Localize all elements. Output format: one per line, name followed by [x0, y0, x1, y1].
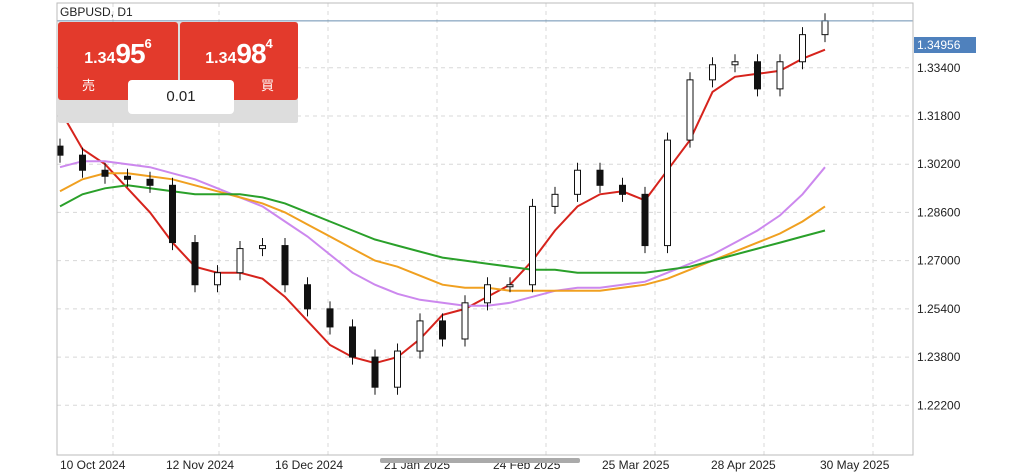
candle-body	[799, 34, 806, 63]
candle-body	[349, 326, 356, 358]
candle-body	[326, 308, 334, 328]
horizontal-scrollbar[interactable]	[380, 458, 580, 463]
x-tick-label: 28 Apr 2025	[711, 458, 776, 472]
candle-body	[754, 61, 761, 90]
candle-body	[484, 284, 491, 304]
moving-average-line	[59, 160, 826, 307]
y-tick-label: 1.28600	[917, 205, 961, 219]
buy-price-big: 98	[236, 38, 266, 69]
chart-frame	[56, 2, 914, 456]
buy-price: 1.34984	[180, 36, 298, 70]
candle-body	[236, 248, 244, 274]
candle-body	[169, 184, 176, 244]
candle-body	[664, 139, 671, 247]
sell-price: 1.34956	[58, 36, 178, 70]
candle-body	[641, 193, 649, 247]
price-axis[interactable]: 1.33400 1.31800 1.30200 1.28600 1.27000 1.254…	[917, 61, 961, 412]
current-price-tag-label: 1.34956	[917, 38, 961, 52]
current-price-tag	[914, 37, 976, 53]
y-tick-label: 1.23800	[917, 350, 961, 364]
sell-label: 売	[82, 78, 96, 93]
candle-body	[101, 169, 109, 177]
candle-body	[776, 61, 784, 90]
y-tick-label: 1.27000	[917, 254, 961, 268]
symbol-title: GBPUSD, D1	[60, 5, 133, 19]
candle-body	[596, 169, 604, 186]
candle-body	[416, 320, 424, 352]
x-tick-label: 25 Mar 2025	[602, 458, 670, 472]
x-tick-label: 16 Dec 2024	[275, 458, 343, 472]
candle-body	[371, 356, 379, 388]
sell-price-small: 1.34	[84, 50, 116, 67]
one-click-trade-panel: 1.34956 売 1.34984 買 0.01	[58, 22, 298, 123]
candle-body	[394, 350, 401, 388]
candle-body	[821, 20, 829, 36]
candle-body	[686, 79, 694, 141]
y-tick-label: 1.25400	[917, 302, 961, 316]
sell-price-tick: 6	[144, 36, 152, 51]
candle-body	[506, 284, 514, 288]
candle-body	[551, 193, 559, 207]
candle-body	[191, 242, 199, 286]
moving-average-line	[59, 184, 826, 274]
candle-body	[574, 169, 581, 195]
candles	[56, 13, 829, 395]
y-tick-label: 1.22200	[917, 398, 961, 412]
candle-body	[304, 284, 311, 310]
candle-body	[731, 61, 739, 66]
candle-body	[461, 302, 469, 340]
candle-body	[439, 320, 446, 340]
chart-grid	[57, 3, 913, 455]
x-tick-label: 30 May 2025	[820, 458, 890, 472]
buy-label: 買	[260, 78, 274, 93]
candle-body	[709, 64, 716, 81]
candle-body	[146, 178, 154, 186]
candle-body	[529, 205, 536, 286]
candle-body	[281, 245, 289, 286]
buy-price-small: 1.34	[205, 50, 237, 67]
candle-body	[214, 272, 221, 286]
sell-price-big: 95	[115, 38, 145, 69]
y-tick-label: 1.33400	[917, 61, 961, 75]
y-tick-label: 1.30200	[917, 157, 961, 171]
buy-price-tick: 4	[265, 36, 273, 51]
candle-body	[79, 154, 86, 171]
candle-body	[619, 184, 626, 195]
x-tick-label: 12 Nov 2024	[166, 458, 234, 472]
x-tick-label: 10 Oct 2024	[60, 458, 126, 472]
candle-body	[124, 175, 131, 180]
lot-size-input[interactable]: 0.01	[128, 80, 234, 114]
y-tick-label: 1.31800	[917, 109, 961, 123]
moving-average-line	[59, 172, 826, 292]
candle-body	[259, 245, 266, 250]
candle-body	[56, 145, 64, 156]
